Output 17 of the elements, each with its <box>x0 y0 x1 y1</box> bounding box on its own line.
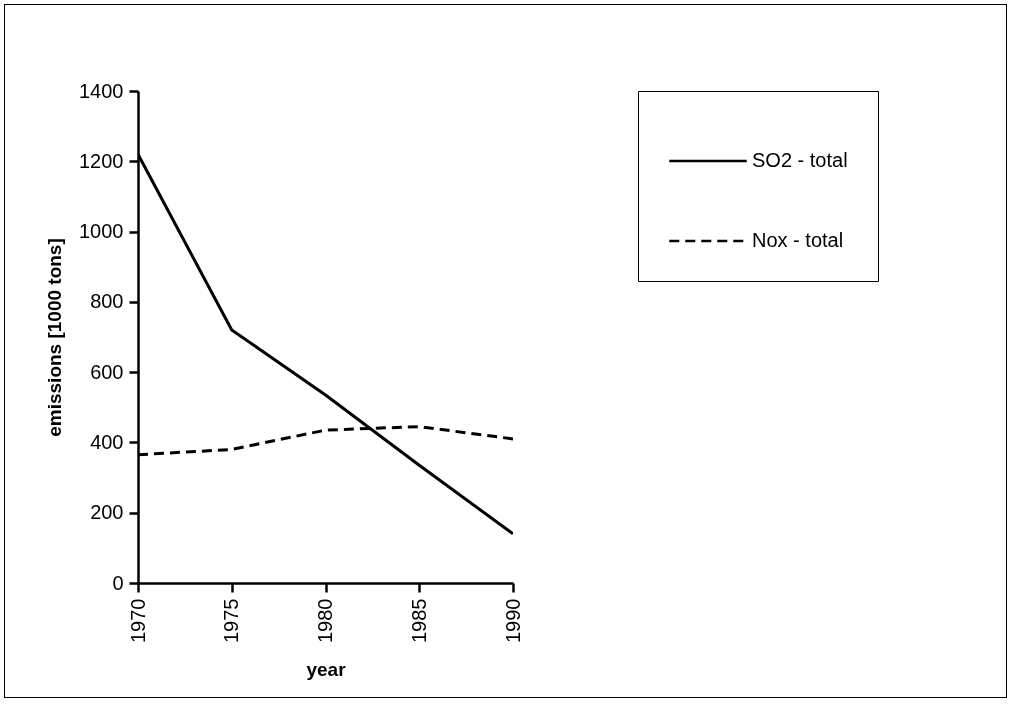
y-tick-label: 600 <box>90 360 124 383</box>
x-axis-title: year <box>306 658 347 680</box>
x-tick-label: 1970 <box>126 598 149 643</box>
y-tick-label: 400 <box>90 430 124 453</box>
y-axis-title: emissions [1000 tons] <box>44 238 66 437</box>
y-tick-label: 1000 <box>79 220 124 243</box>
x-tick-label: 1975 <box>220 598 243 643</box>
y-tick-label: 800 <box>90 290 124 313</box>
x-tick-label: 1985 <box>407 598 430 643</box>
legend-label: Nox - total <box>752 229 844 251</box>
x-tick-label: 1980 <box>314 598 336 643</box>
y-tick-label: 1400 <box>79 79 124 102</box>
legend-label: SO2 - total <box>752 149 848 171</box>
x-tick-label: 1990 <box>501 598 524 643</box>
y-tick-label: 1200 <box>79 149 124 172</box>
y-tick-label: 0 <box>112 571 124 594</box>
y-tick-label: 200 <box>90 501 124 524</box>
